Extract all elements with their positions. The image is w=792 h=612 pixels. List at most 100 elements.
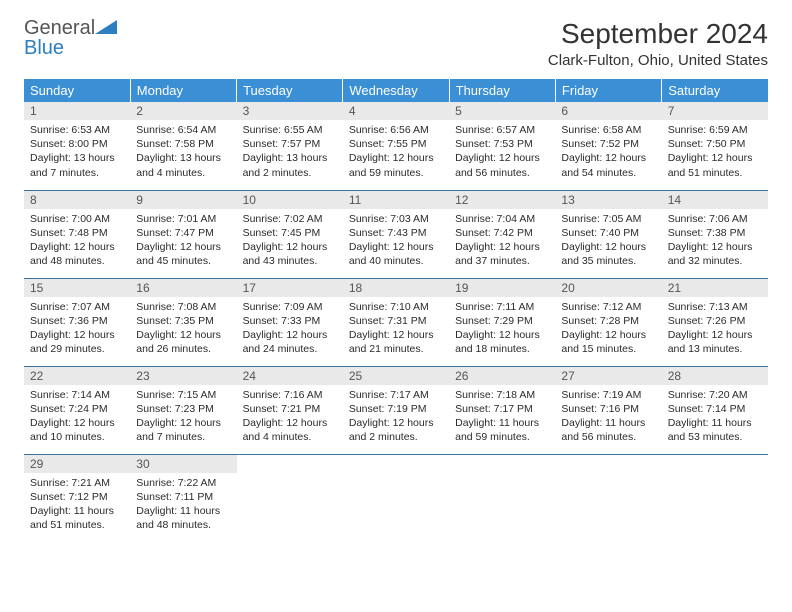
- sunrise-text: Sunrise: 7:21 AM: [30, 476, 124, 490]
- sunrise-text: Sunrise: 6:57 AM: [455, 123, 549, 137]
- day-number: 20: [555, 279, 661, 297]
- day-details: Sunrise: 7:13 AMSunset: 7:26 PMDaylight:…: [662, 297, 768, 361]
- day-details: Sunrise: 6:54 AMSunset: 7:58 PMDaylight:…: [130, 120, 236, 184]
- sunset-text: Sunset: 7:19 PM: [349, 402, 443, 416]
- sunset-text: Sunset: 7:48 PM: [30, 226, 124, 240]
- daylight-text: Daylight: 12 hours and 4 minutes.: [243, 416, 337, 444]
- sunrise-text: Sunrise: 7:04 AM: [455, 212, 549, 226]
- daylight-text: Daylight: 11 hours and 53 minutes.: [668, 416, 762, 444]
- sunrise-text: Sunrise: 7:19 AM: [561, 388, 655, 402]
- calendar-cell: 7Sunrise: 6:59 AMSunset: 7:50 PMDaylight…: [662, 102, 768, 190]
- day-details: Sunrise: 7:19 AMSunset: 7:16 PMDaylight:…: [555, 385, 661, 449]
- day-number: 12: [449, 191, 555, 209]
- daylight-text: Daylight: 12 hours and 15 minutes.: [561, 328, 655, 356]
- sunset-text: Sunset: 7:28 PM: [561, 314, 655, 328]
- day-details: Sunrise: 6:58 AMSunset: 7:52 PMDaylight:…: [555, 120, 661, 184]
- sunrise-text: Sunrise: 7:09 AM: [243, 300, 337, 314]
- sunset-text: Sunset: 7:23 PM: [136, 402, 230, 416]
- day-number: 29: [24, 455, 130, 473]
- sunset-text: Sunset: 7:45 PM: [243, 226, 337, 240]
- sunrise-text: Sunrise: 6:58 AM: [561, 123, 655, 137]
- daylight-text: Daylight: 12 hours and 40 minutes.: [349, 240, 443, 268]
- daylight-text: Daylight: 12 hours and 32 minutes.: [668, 240, 762, 268]
- sunrise-text: Sunrise: 7:16 AM: [243, 388, 337, 402]
- sunrise-text: Sunrise: 7:12 AM: [561, 300, 655, 314]
- daylight-text: Daylight: 12 hours and 56 minutes.: [455, 151, 549, 179]
- calendar-week-row: 1Sunrise: 6:53 AMSunset: 8:00 PMDaylight…: [24, 102, 768, 190]
- day-details: Sunrise: 7:00 AMSunset: 7:48 PMDaylight:…: [24, 209, 130, 273]
- sunrise-text: Sunrise: 7:02 AM: [243, 212, 337, 226]
- sunrise-text: Sunrise: 7:07 AM: [30, 300, 124, 314]
- daylight-text: Daylight: 12 hours and 2 minutes.: [349, 416, 443, 444]
- day-details: Sunrise: 7:16 AMSunset: 7:21 PMDaylight:…: [237, 385, 343, 449]
- weekday-header: Saturday: [662, 79, 768, 102]
- calendar-cell: 29Sunrise: 7:21 AMSunset: 7:12 PMDayligh…: [24, 454, 130, 542]
- day-details: Sunrise: 7:14 AMSunset: 7:24 PMDaylight:…: [24, 385, 130, 449]
- weekday-header: Thursday: [449, 79, 555, 102]
- header: General Blue September 2024 Clark-Fulton…: [24, 18, 768, 69]
- daylight-text: Daylight: 12 hours and 29 minutes.: [30, 328, 124, 356]
- weekday-header-row: Sunday Monday Tuesday Wednesday Thursday…: [24, 79, 768, 102]
- sunset-text: Sunset: 7:53 PM: [455, 137, 549, 151]
- location: Clark-Fulton, Ohio, United States: [548, 52, 768, 69]
- daylight-text: Daylight: 11 hours and 48 minutes.: [136, 504, 230, 532]
- day-details: Sunrise: 7:10 AMSunset: 7:31 PMDaylight:…: [343, 297, 449, 361]
- daylight-text: Daylight: 11 hours and 51 minutes.: [30, 504, 124, 532]
- day-details: Sunrise: 7:07 AMSunset: 7:36 PMDaylight:…: [24, 297, 130, 361]
- weekday-header: Wednesday: [343, 79, 449, 102]
- calendar-cell: 9Sunrise: 7:01 AMSunset: 7:47 PMDaylight…: [130, 190, 236, 278]
- daylight-text: Daylight: 13 hours and 4 minutes.: [136, 151, 230, 179]
- day-details: Sunrise: 6:55 AMSunset: 7:57 PMDaylight:…: [237, 120, 343, 184]
- calendar-cell: 1Sunrise: 6:53 AMSunset: 8:00 PMDaylight…: [24, 102, 130, 190]
- calendar-week-row: 22Sunrise: 7:14 AMSunset: 7:24 PMDayligh…: [24, 366, 768, 454]
- calendar-cell: 19Sunrise: 7:11 AMSunset: 7:29 PMDayligh…: [449, 278, 555, 366]
- sunrise-text: Sunrise: 7:14 AM: [30, 388, 124, 402]
- sunset-text: Sunset: 7:21 PM: [243, 402, 337, 416]
- calendar-cell: 15Sunrise: 7:07 AMSunset: 7:36 PMDayligh…: [24, 278, 130, 366]
- daylight-text: Daylight: 11 hours and 56 minutes.: [561, 416, 655, 444]
- sunrise-text: Sunrise: 6:54 AM: [136, 123, 230, 137]
- day-number: 16: [130, 279, 236, 297]
- day-number: 1: [24, 102, 130, 120]
- day-details: Sunrise: 7:02 AMSunset: 7:45 PMDaylight:…: [237, 209, 343, 273]
- day-number: 8: [24, 191, 130, 209]
- day-number: 9: [130, 191, 236, 209]
- day-number: 10: [237, 191, 343, 209]
- daylight-text: Daylight: 12 hours and 35 minutes.: [561, 240, 655, 268]
- day-number: 11: [343, 191, 449, 209]
- calendar-cell: 25Sunrise: 7:17 AMSunset: 7:19 PMDayligh…: [343, 366, 449, 454]
- sunset-text: Sunset: 7:29 PM: [455, 314, 549, 328]
- daylight-text: Daylight: 12 hours and 10 minutes.: [30, 416, 124, 444]
- calendar-week-row: 8Sunrise: 7:00 AMSunset: 7:48 PMDaylight…: [24, 190, 768, 278]
- day-details: Sunrise: 7:15 AMSunset: 7:23 PMDaylight:…: [130, 385, 236, 449]
- daylight-text: Daylight: 12 hours and 7 minutes.: [136, 416, 230, 444]
- daylight-text: Daylight: 12 hours and 18 minutes.: [455, 328, 549, 356]
- calendar-cell: ..: [555, 454, 661, 542]
- calendar-cell: 14Sunrise: 7:06 AMSunset: 7:38 PMDayligh…: [662, 190, 768, 278]
- day-details: Sunrise: 7:18 AMSunset: 7:17 PMDaylight:…: [449, 385, 555, 449]
- calendar-cell: 23Sunrise: 7:15 AMSunset: 7:23 PMDayligh…: [130, 366, 236, 454]
- calendar-cell: 13Sunrise: 7:05 AMSunset: 7:40 PMDayligh…: [555, 190, 661, 278]
- calendar-cell: 6Sunrise: 6:58 AMSunset: 7:52 PMDaylight…: [555, 102, 661, 190]
- calendar-cell: 26Sunrise: 7:18 AMSunset: 7:17 PMDayligh…: [449, 366, 555, 454]
- day-number: 28: [662, 367, 768, 385]
- day-number: 7: [662, 102, 768, 120]
- calendar-cell: 27Sunrise: 7:19 AMSunset: 7:16 PMDayligh…: [555, 366, 661, 454]
- calendar-week-row: 15Sunrise: 7:07 AMSunset: 7:36 PMDayligh…: [24, 278, 768, 366]
- daylight-text: Daylight: 12 hours and 13 minutes.: [668, 328, 762, 356]
- sunrise-text: Sunrise: 7:00 AM: [30, 212, 124, 226]
- sunrise-text: Sunrise: 6:59 AM: [668, 123, 762, 137]
- month-title: September 2024: [548, 18, 768, 50]
- daylight-text: Daylight: 12 hours and 24 minutes.: [243, 328, 337, 356]
- sunset-text: Sunset: 7:52 PM: [561, 137, 655, 151]
- sunset-text: Sunset: 7:58 PM: [136, 137, 230, 151]
- calendar-cell: ..: [449, 454, 555, 542]
- calendar-cell: 11Sunrise: 7:03 AMSunset: 7:43 PMDayligh…: [343, 190, 449, 278]
- daylight-text: Daylight: 12 hours and 37 minutes.: [455, 240, 549, 268]
- calendar-cell: ..: [662, 454, 768, 542]
- calendar-cell: 30Sunrise: 7:22 AMSunset: 7:11 PMDayligh…: [130, 454, 236, 542]
- daylight-text: Daylight: 12 hours and 51 minutes.: [668, 151, 762, 179]
- sunset-text: Sunset: 7:17 PM: [455, 402, 549, 416]
- sunset-text: Sunset: 7:55 PM: [349, 137, 443, 151]
- daylight-text: Daylight: 12 hours and 54 minutes.: [561, 151, 655, 179]
